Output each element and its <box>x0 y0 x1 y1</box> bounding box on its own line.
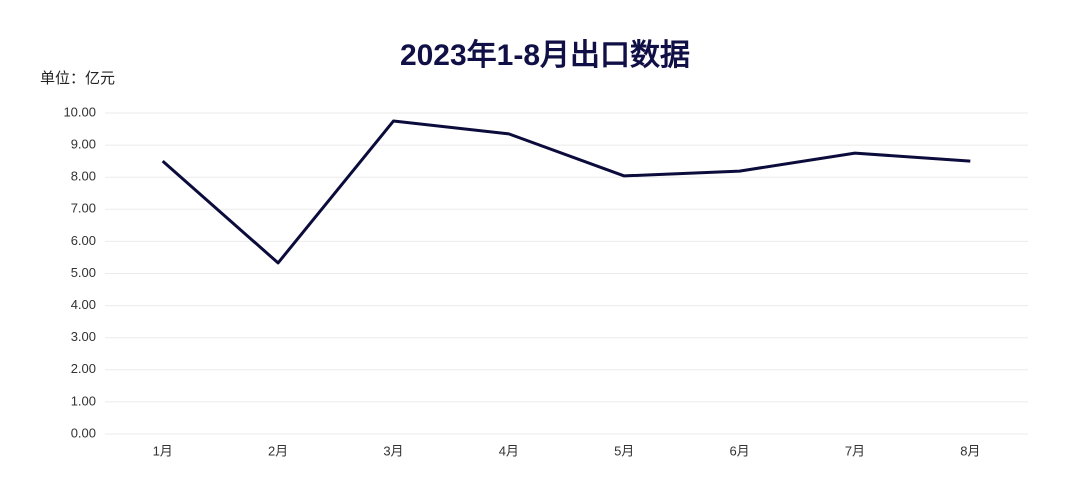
data-line <box>161 119 971 265</box>
y-tick-label: 0.00 <box>71 425 96 440</box>
chart-title: 2023年1-8月出口数据 <box>400 39 690 72</box>
x-tick-label: 1月 <box>153 443 173 458</box>
x-tick-label: 5月 <box>614 443 634 458</box>
y-tick-label: 5.00 <box>71 265 96 280</box>
x-tick-label: 6月 <box>729 443 749 458</box>
y-tick-label: 3.00 <box>71 329 96 344</box>
x-tick-label: 3月 <box>383 443 403 458</box>
y-tick-label: 8.00 <box>71 169 96 184</box>
y-tick-label: 10.00 <box>63 104 96 119</box>
y-tick-label: 2.00 <box>71 361 96 376</box>
y-tick-label: 6.00 <box>71 233 96 248</box>
x-tick-label: 2月 <box>268 443 288 458</box>
y-tick-label: 1.00 <box>71 393 96 408</box>
y-tick-label: 4.00 <box>71 297 96 312</box>
x-tick-label: 8月 <box>960 443 980 458</box>
y-unit: 单位：亿元 <box>40 70 115 87</box>
y-tick-label: 9.00 <box>71 137 96 152</box>
x-tick-label: 4月 <box>499 443 519 458</box>
y-tick-label: 7.00 <box>71 201 96 216</box>
x-tick-label: 7月 <box>845 443 865 458</box>
